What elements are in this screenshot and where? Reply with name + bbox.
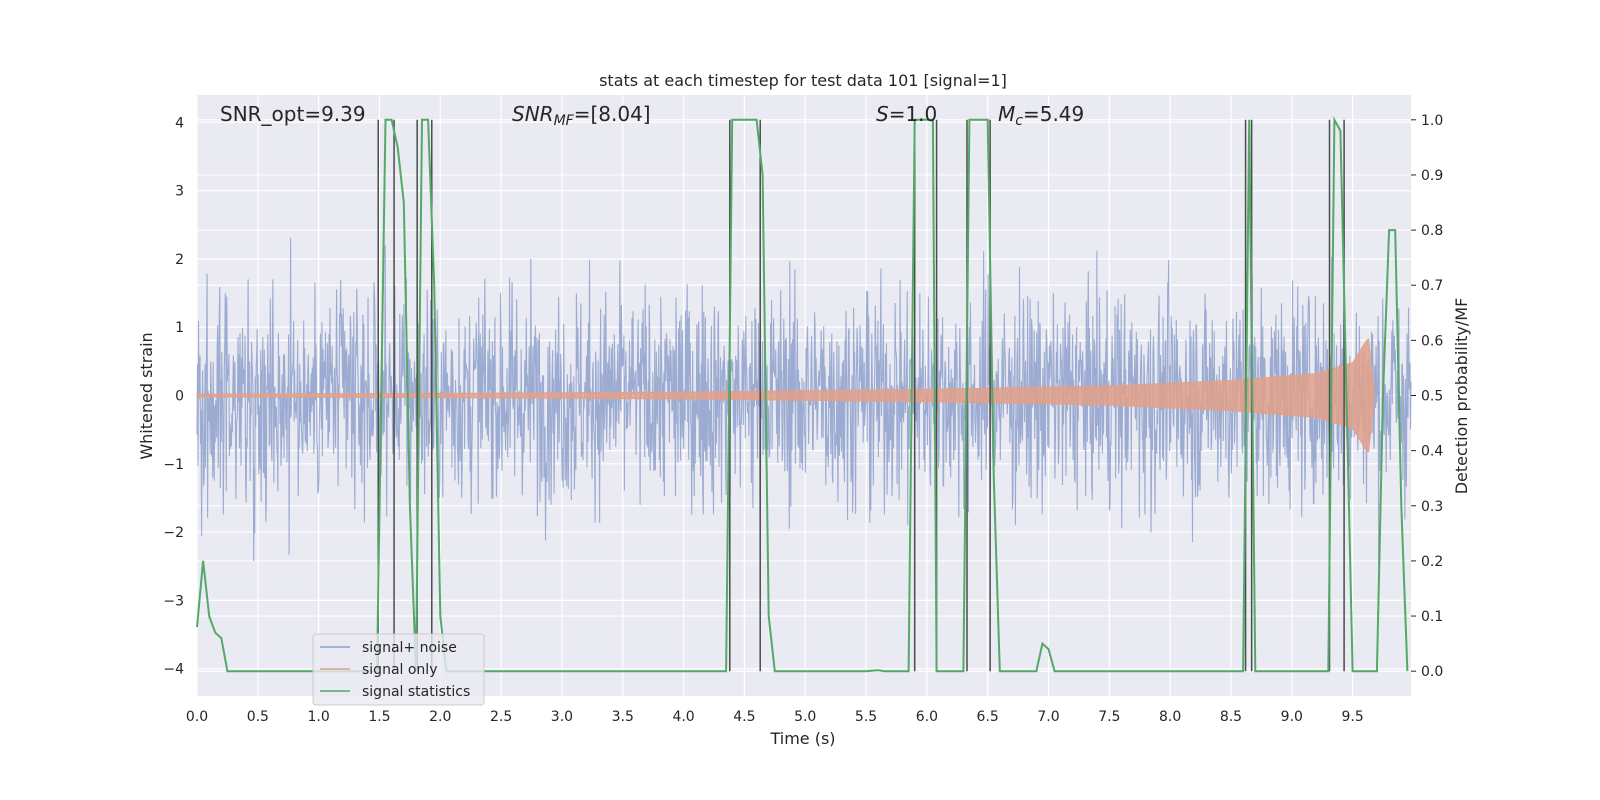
y2-tick-label: 0.8 (1421, 223, 1443, 239)
mc-symbol: M (998, 102, 1015, 126)
y-tick-label: 0 (175, 389, 184, 405)
x-tick-label: 0.5 (247, 709, 269, 725)
y-tick-label: −4 (163, 662, 184, 678)
x-tick-label: 3.5 (612, 709, 634, 725)
x-tick-label: 0.0 (186, 709, 208, 725)
y2-tick-label: 0.5 (1421, 389, 1443, 405)
y-axis-ticks: 4 3 2 1 0 −1 −2 −3 −4 (163, 115, 184, 677)
y2-tick-label: 0.9 (1421, 168, 1443, 184)
y2-axis-label: Detection probability/MF (1452, 298, 1471, 495)
x-axis-ticks: 0.0 0.5 1.0 1.5 2.0 2.5 3.0 3.5 4.0 4.5 5.0 5.5 6.0 6… (186, 709, 1364, 725)
x-tick-label: 5.0 (794, 709, 816, 725)
signal-only-series (196, 338, 1376, 453)
x-tick-label: 8.5 (1220, 709, 1242, 725)
mc-value: =5.49 (1023, 102, 1084, 126)
annotation-snr-opt: SNR_opt=9.39 (220, 102, 366, 126)
y2-tick-label: 0.4 (1421, 444, 1443, 460)
legend-frame (312, 633, 485, 706)
y-axis-label: Whitened strain (137, 332, 156, 459)
snr-mf-sub: MF (554, 113, 575, 129)
x-tick-label: 1.5 (368, 709, 390, 725)
x-axis-label: Time (s) (769, 729, 835, 748)
x-tick-label: 4.0 (672, 709, 694, 725)
y2-tick-label: 0.0 (1421, 664, 1443, 680)
signal-statistics-line (196, 115, 1409, 673)
y-tick-label: 1 (175, 320, 184, 336)
y-tick-label: 4 (175, 115, 184, 131)
y-tick-label: 2 (175, 252, 184, 268)
annotation-snr-mf: SNRMF=[8.04] (512, 102, 651, 129)
legend: signal+ noise signal only signal statist… (312, 633, 485, 706)
x-tick-label: 9.5 (1341, 709, 1363, 725)
y2-tick-label: 0.2 (1421, 554, 1443, 570)
y2-tick-label: 0.1 (1421, 609, 1443, 625)
chart-title: stats at each timestep for test data 101… (599, 71, 1007, 90)
y-tick-label: 3 (175, 184, 184, 200)
legend-label-signal-only: signal only (362, 662, 437, 678)
mc-sub: c (1015, 113, 1023, 129)
x-tick-label: 6.5 (977, 709, 999, 725)
annotation-mc: Mc=5.49 (998, 102, 1084, 129)
y2-tick-label: 1.0 (1421, 113, 1443, 129)
s-symbol: S (876, 102, 889, 126)
signal-only-band (196, 338, 1376, 453)
x-tick-label: 2.0 (429, 709, 451, 725)
y-tick-label: −1 (163, 457, 184, 473)
x-tick-label: 8.0 (1159, 709, 1181, 725)
x-tick-label: 2.5 (490, 709, 512, 725)
detection-vlines (377, 119, 1345, 672)
x-tick-label: 7.5 (1098, 709, 1120, 725)
y2-tick-label: 0.7 (1421, 278, 1443, 294)
y-tick-label: −3 (163, 593, 184, 609)
x-tick-label: 9.0 (1281, 709, 1303, 725)
x-tick-label: 4.5 (733, 709, 755, 725)
x-tick-label: 3.0 (551, 709, 573, 725)
y2-tick-label: 0.3 (1421, 499, 1443, 515)
snr-mf-value: =[8.04] (574, 102, 651, 126)
x-tick-label: 1.0 (308, 709, 330, 725)
annotation-s: S=1.0 (876, 102, 937, 126)
x-tick-label: 6.0 (916, 709, 938, 725)
legend-label-statistics: signal statistics (362, 684, 470, 700)
y-tick-label: −2 (163, 525, 184, 541)
x-tick-label: 7.0 (1037, 709, 1059, 725)
x-tick-label: 5.5 (855, 709, 877, 725)
legend-label-noise: signal+ noise (362, 640, 457, 656)
s-value: =1.0 (889, 102, 938, 126)
snr-mf-base: SNR (512, 102, 554, 126)
y2-tick-label: 0.6 (1421, 333, 1443, 349)
y2-axis-ticks: 1.0 0.9 0.8 0.7 0.6 0.5 0.4 0.3 0.2 0.1 0.0 (1411, 113, 1443, 680)
signal-statistics-series (196, 115, 1409, 673)
